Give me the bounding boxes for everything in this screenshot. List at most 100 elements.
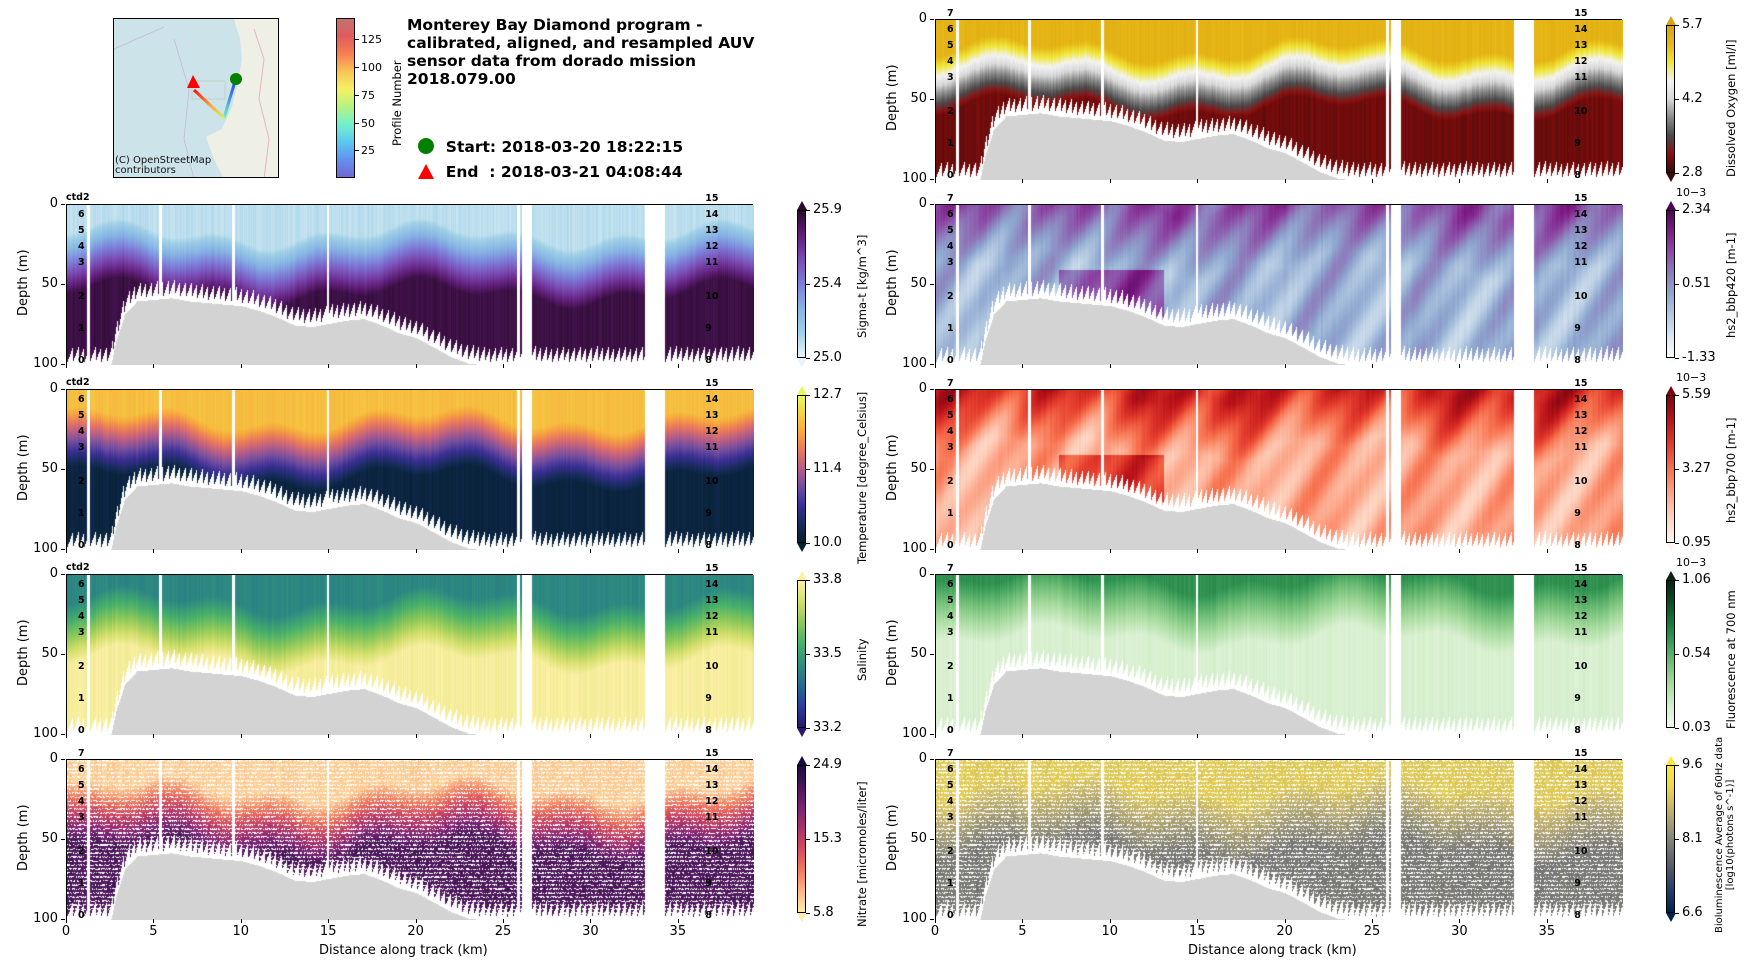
bioluminescence-xtick: 25 <box>1363 924 1381 939</box>
title-line-1: Monterey Bay Diamond program - <box>407 16 703 34</box>
bioluminescence-colorbar-min-arrow <box>1665 913 1676 922</box>
bbp420-colorbar-tick-mark <box>1675 210 1679 211</box>
bbp420-xtick-mark <box>1284 364 1286 368</box>
profile-number-label: 8 <box>705 724 712 736</box>
salinity-xtick-mark <box>240 734 242 738</box>
profile-number-label: 8 <box>705 909 712 921</box>
profile-number-label: 4 <box>947 426 954 438</box>
profile-number-label: 12 <box>1574 796 1588 808</box>
profile-number-label: 14 <box>705 209 719 221</box>
profile-number-label: 2 <box>947 660 954 672</box>
bioluminescence-ytick-mark <box>930 919 934 920</box>
fluorescence-colorbar-max-arrow <box>1665 571 1676 580</box>
salinity-ytick-mark <box>61 654 65 655</box>
nitrate-xtick-mark <box>328 919 330 923</box>
bbp700-colorbar-max-arrow <box>1665 386 1676 395</box>
bbp420-ytick: 0 <box>918 196 927 211</box>
bbp420-colorbar-label: hs2_bbp420 [m-1] <box>1724 232 1738 339</box>
sigma_t-colorbar-tick: 25.4 <box>813 276 842 291</box>
bbp700-ytick-mark <box>930 469 934 470</box>
profile-number-label: 1 <box>78 877 85 889</box>
salinity-xtick-mark <box>677 734 679 738</box>
profile-number-label: 0 <box>947 724 954 736</box>
title-line-3: sensor data from dorado mission <box>407 52 696 70</box>
profile-number-label: 15 <box>1574 563 1588 575</box>
bbp700-colorbar <box>1666 395 1675 543</box>
nitrate-colorbar-max-arrow <box>796 756 807 765</box>
profile-number-label: 9 <box>1574 877 1581 889</box>
nitrate-xtick: 25 <box>494 924 512 939</box>
bioluminescence-section-image <box>936 760 1623 920</box>
sigma_t-colorbar-tick-mark <box>806 358 810 359</box>
profile-number-label: 9 <box>705 322 712 334</box>
profile-number-label: 7 <box>947 378 954 390</box>
profile-number-label: 4 <box>947 241 954 253</box>
nitrate-xtick: 10 <box>232 924 250 939</box>
profile-colorbar-label: Profile Number <box>390 60 404 146</box>
track-segment-1 <box>222 77 238 119</box>
map-credit-line2: contributors <box>115 165 176 176</box>
section-panel-dissolved_oxygen <box>935 19 1623 180</box>
section-panel-sigma_t <box>66 204 754 365</box>
bbp420-section-image <box>936 205 1623 365</box>
profile-number-label: 8 <box>1574 909 1581 921</box>
profile-number-label: 0 <box>78 539 85 551</box>
nitrate-xtick: 5 <box>149 924 158 939</box>
fluorescence-xtick-mark <box>1197 734 1199 738</box>
profile-number-label: 14 <box>705 764 719 776</box>
profile-number-label: 9 <box>1574 322 1581 334</box>
profile-number-label: 0 <box>947 354 954 366</box>
salinity-colorbar-tick-mark <box>806 654 810 655</box>
profile-number-label: 13 <box>1574 780 1588 792</box>
fluorescence-ytick: 100 <box>902 726 927 741</box>
profile-number-label: 13 <box>1574 40 1588 52</box>
nitrate-ytick: 0 <box>49 751 58 766</box>
profile-number-label: 6 <box>78 579 85 591</box>
fluorescence-section-image <box>936 575 1623 735</box>
temperature-ytick: 100 <box>33 541 58 556</box>
dissolved_oxygen-xtick-mark <box>1372 179 1374 183</box>
profile-number-colorbar <box>336 18 355 178</box>
nitrate-xlabel: Distance along track (km) <box>319 943 488 958</box>
profile-number-label: 6 <box>947 579 954 591</box>
profile-number-label: 14 <box>705 579 719 591</box>
bbp420-xtick-mark <box>1197 364 1199 368</box>
nitrate-xtick-mark <box>66 919 67 923</box>
dissolved_oxygen-ytick: 0 <box>918 11 927 26</box>
start-marker-icon <box>230 73 242 85</box>
bioluminescence-xtick-mark <box>1546 919 1548 923</box>
temperature-colorbar-label: Temperature [degree_Celsius] <box>855 391 869 565</box>
profile-number-label: 4 <box>78 796 85 808</box>
fluorescence-colorbar-exponent: 10−3 <box>1676 556 1707 569</box>
track-segment-2 <box>192 88 226 120</box>
temperature-ytick: 50 <box>41 461 58 476</box>
profile-number-label: 1 <box>947 692 954 704</box>
fluorescence-colorbar <box>1666 580 1675 728</box>
bioluminescence-colorbar-tick: 9.6 <box>1682 757 1703 772</box>
sigma_t-xtick-mark <box>590 364 592 368</box>
profile-number-label: 5 <box>947 595 954 607</box>
profile-number-label: 12 <box>1574 611 1588 623</box>
profile-number-label: 5 <box>78 780 85 792</box>
start-label: Start: 2018-03-20 18:22:15 <box>445 138 684 156</box>
bbp420-colorbar-tick: 0.51 <box>1682 276 1711 291</box>
fluorescence-colorbar-tick-mark <box>1675 580 1679 581</box>
bbp420-xtick-mark <box>1546 364 1548 368</box>
bbp700-colorbar-exponent: 10−3 <box>1676 371 1707 384</box>
profile-number-label: 6 <box>947 209 954 221</box>
profile-number-label: 14 <box>1574 764 1588 776</box>
sigma_t-section-image <box>67 205 754 365</box>
profile-number-label: 15 <box>705 378 719 390</box>
fluorescence-ytick-mark <box>930 574 934 575</box>
profile-number-label: 14 <box>1574 394 1588 406</box>
sigma_t-ytick: 0 <box>49 196 58 211</box>
profile-number-label: 9 <box>705 877 712 889</box>
profile-number-label: 1 <box>78 322 85 334</box>
profile-number-label: 7 <box>947 748 954 760</box>
bioluminescence-colorbar-tick-mark <box>1675 765 1679 766</box>
sigma_t-colorbar <box>797 210 806 358</box>
bioluminescence-xtick-mark <box>935 919 936 923</box>
profile-number-label: 9 <box>1574 137 1581 149</box>
profile-number-label: 11 <box>705 627 719 639</box>
salinity-ytick: 0 <box>49 566 58 581</box>
